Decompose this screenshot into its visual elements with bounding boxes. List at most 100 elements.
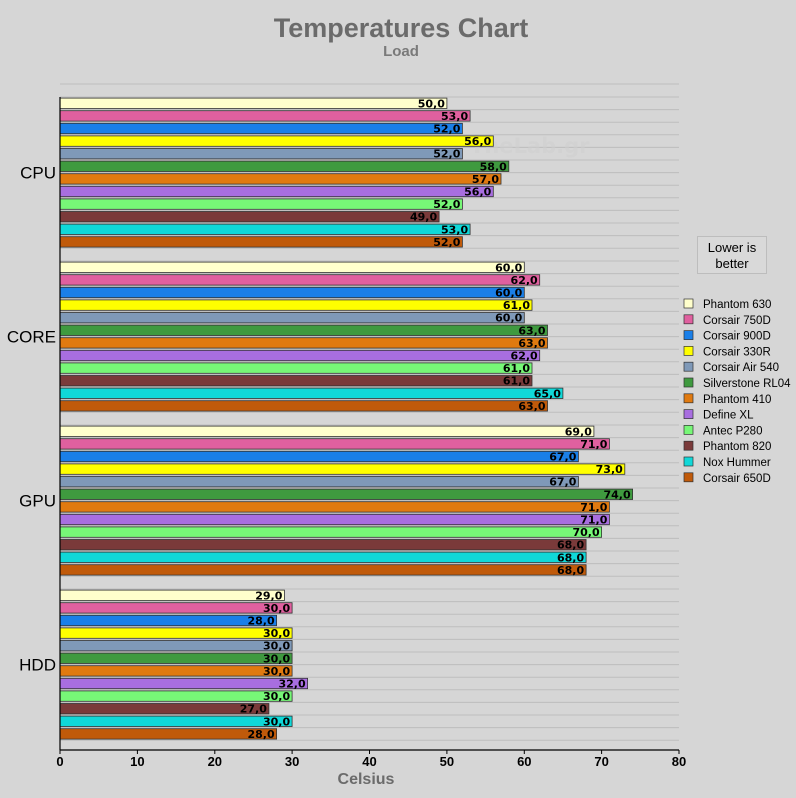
bar [59, 652, 293, 664]
bar [59, 274, 541, 286]
data-label: 62,0 [511, 274, 538, 287]
legend-swatch [683, 314, 694, 325]
data-label: 30,0 [263, 640, 290, 653]
data-label: 56,0 [464, 135, 491, 148]
category-label: HDD [19, 656, 56, 675]
bar [59, 312, 525, 324]
legend-label: Nox Hummer [703, 457, 771, 469]
bar [59, 564, 587, 576]
bar [59, 135, 494, 147]
data-label: 63,0 [518, 337, 545, 350]
data-label: 70,0 [572, 526, 599, 539]
legend-swatch [683, 425, 694, 435]
bar [59, 223, 471, 235]
chart-subtitle: Load [383, 43, 419, 60]
bar [59, 715, 293, 727]
x-tick-label: 50 [440, 754, 454, 769]
bar [59, 677, 309, 690]
bar [59, 627, 293, 639]
bar [59, 337, 548, 349]
bar [59, 589, 285, 601]
legend-swatch [683, 472, 694, 483]
data-label: 73,0 [596, 463, 623, 476]
category-label: GPU [19, 492, 56, 511]
legend-label: Phantom 820 [703, 441, 771, 453]
data-label: 50,0 [418, 97, 445, 110]
legend-swatch [683, 440, 694, 451]
bar [59, 488, 633, 500]
bar [59, 299, 533, 311]
data-label: 52,0 [433, 148, 460, 161]
bar [59, 198, 463, 210]
data-label: 68,0 [557, 551, 584, 564]
legend-swatch [683, 298, 694, 309]
data-label: 60,0 [495, 312, 522, 325]
bar [59, 703, 270, 715]
data-label: 67,0 [549, 476, 576, 489]
bar [59, 362, 533, 374]
data-label: 30,0 [263, 652, 290, 665]
bar [59, 261, 525, 273]
data-label: 28,0 [247, 728, 274, 741]
bar [59, 728, 278, 740]
bar [59, 602, 293, 614]
data-label: 30,0 [263, 715, 290, 728]
x-tick-label: 30 [285, 754, 299, 769]
category-label: CPU [20, 164, 56, 183]
legend-swatch [683, 377, 694, 388]
data-label: 53,0 [441, 223, 468, 236]
x-tick-label: 40 [362, 754, 376, 769]
data-label: 71,0 [580, 438, 607, 451]
legend-label: Corsair 650D [703, 473, 771, 485]
bar [59, 614, 278, 627]
data-label: 67,0 [549, 451, 576, 464]
legend-swatch [683, 361, 694, 372]
data-label: 30,0 [263, 690, 290, 703]
x-tick-label: 80 [672, 754, 686, 769]
data-label: 60,0 [495, 287, 522, 300]
legend-swatch [683, 393, 694, 404]
data-label: 58,0 [480, 160, 507, 173]
data-label: 68,0 [557, 539, 584, 552]
bar [59, 551, 587, 563]
legend-label: Corsair 900D [703, 331, 771, 343]
data-label: 65,0 [534, 387, 561, 400]
legend-swatch [683, 346, 694, 356]
bar [59, 375, 533, 387]
legend-label: Corsair Air 540 [703, 362, 779, 374]
legend-swatch [683, 409, 694, 419]
bar [59, 690, 293, 702]
bar [59, 438, 610, 450]
data-label: 32,0 [278, 678, 305, 691]
x-tick-label: 20 [208, 754, 222, 769]
category-labels: CPU CORE GPU HDD [7, 164, 56, 675]
bar [59, 185, 494, 198]
legend-swatch [683, 330, 694, 340]
legend-label: Define XL [703, 410, 754, 422]
chart-title: Temperatures Chart [274, 13, 529, 43]
bar [59, 425, 595, 437]
x-tick-label: 70 [594, 754, 608, 769]
x-tick-label: 10 [130, 754, 144, 769]
data-label: 68,0 [557, 564, 584, 577]
bar [59, 173, 502, 185]
x-tick-label: 0 [56, 754, 63, 769]
bar [59, 476, 579, 488]
data-label: 60,0 [495, 261, 522, 274]
legend-label: Phantom 630 [703, 299, 771, 311]
data-label: 28,0 [247, 615, 274, 628]
data-label: 52,0 [433, 198, 460, 211]
data-label: 74,0 [603, 488, 630, 501]
bar [59, 450, 579, 463]
grid-lines [60, 83, 679, 741]
legend-swatch [683, 456, 694, 467]
data-label: 27,0 [240, 703, 267, 716]
legend-label: Phantom 410 [703, 394, 771, 406]
bars-layer: 50,053,052,056,052,058,057,056,052,049,0… [59, 97, 633, 741]
data-label: 30,0 [263, 627, 290, 640]
bar [59, 110, 471, 122]
x-axis: 0 10 20 30 40 50 60 70 80 [56, 97, 686, 769]
bar [59, 324, 548, 336]
